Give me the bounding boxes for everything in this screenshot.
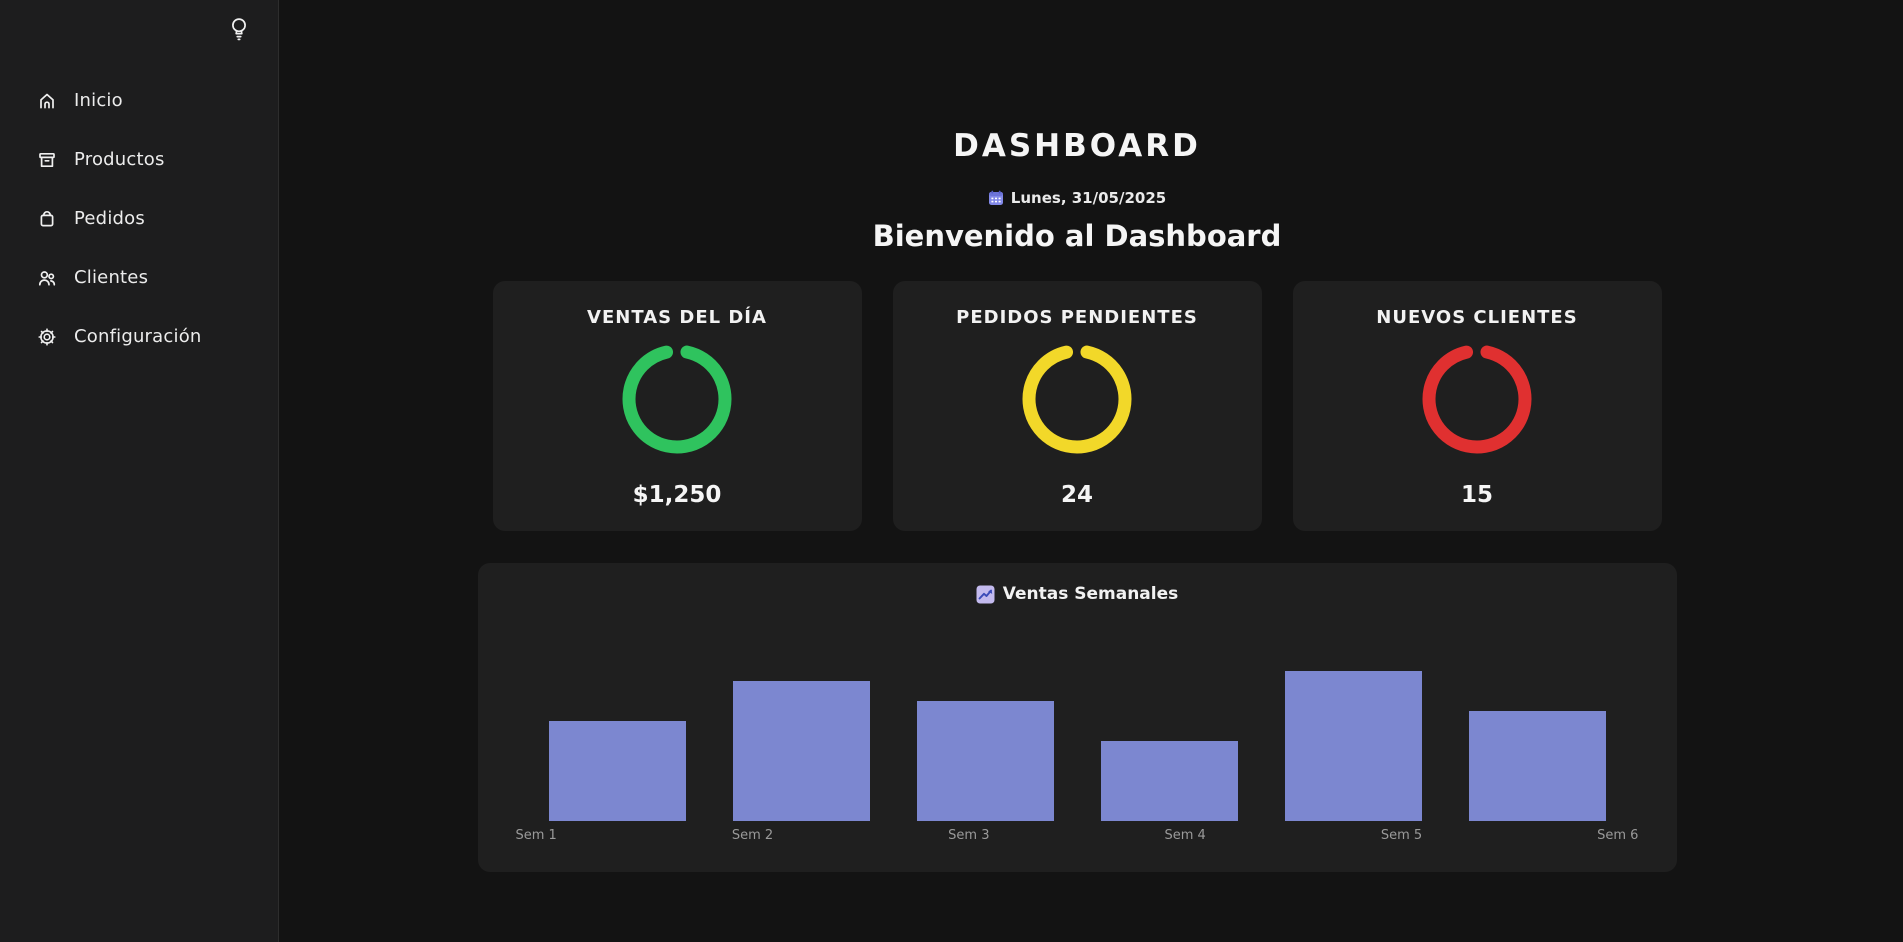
bar-label: Sem 6 xyxy=(1597,828,1639,843)
sidebar-item-label: Configuración xyxy=(74,326,202,347)
archive-box-icon xyxy=(37,150,57,170)
sidebar-item-productos[interactable]: Productos xyxy=(0,130,278,189)
bar-label: Sem 5 xyxy=(1380,828,1423,843)
kpi-cards-row: VENTAS DEL DÍA $1,250 PEDIDOS PENDIENTES… xyxy=(492,281,1662,531)
sidebar-item-label: Clientes xyxy=(74,267,149,288)
sidebar-item-pedidos[interactable]: Pedidos xyxy=(0,189,278,248)
bar-label: Sem 4 xyxy=(1164,828,1206,843)
chart-title-row: Ventas Semanales xyxy=(976,584,1179,604)
bar xyxy=(1284,671,1422,821)
bar xyxy=(1100,741,1238,821)
bar xyxy=(732,681,870,821)
date-text: Lunes, 31/05/2025 xyxy=(1010,189,1167,207)
kpi-title: VENTAS DEL DÍA xyxy=(587,307,767,328)
sidebar-top-row xyxy=(0,14,278,45)
chart-title: Ventas Semanales xyxy=(1002,584,1179,604)
bar xyxy=(1468,711,1606,821)
bar-chart-labels: Sem 1 Sem 2 Sem 3 Sem 4 Sem 5 Sem 6 xyxy=(478,828,1677,843)
kpi-progress-ring xyxy=(622,344,732,454)
lightbulb-icon xyxy=(228,18,250,46)
home-icon xyxy=(37,91,57,111)
kpi-value: 15 xyxy=(1460,482,1493,508)
calendar-icon xyxy=(988,190,1004,206)
date-row: Lunes, 31/05/2025 xyxy=(988,189,1166,207)
sidebar-item-clientes[interactable]: Clientes xyxy=(0,248,278,307)
bar xyxy=(548,721,686,821)
page-title: DASHBOARD xyxy=(953,128,1201,164)
kpi-progress-ring xyxy=(1422,344,1532,454)
bar-label: Sem 2 xyxy=(731,828,774,843)
theme-toggle-button[interactable] xyxy=(226,14,252,45)
kpi-value: 24 xyxy=(1060,482,1093,508)
sidebar-item-label: Inicio xyxy=(74,90,123,111)
welcome-heading: Bienvenido al Dashboard xyxy=(872,219,1282,253)
kpi-progress-ring xyxy=(1022,344,1132,454)
bar-label: Sem 1 xyxy=(515,828,557,843)
weekly-sales-panel: Ventas Semanales Sem 1 Sem 2 Sem 3 Sem 4 Sem… xyxy=(477,563,1677,872)
sidebar-item-inicio[interactable]: Inicio xyxy=(0,71,278,130)
bar-chart xyxy=(478,671,1677,821)
chart-increasing-icon xyxy=(976,585,995,604)
bar-label: Sem 3 xyxy=(948,828,990,843)
kpi-title: PEDIDOS PENDIENTES xyxy=(956,307,1198,328)
shopping-bag-icon xyxy=(37,209,57,229)
kpi-title: NUEVOS CLIENTES xyxy=(1376,307,1578,328)
sidebar-item-label: Pedidos xyxy=(74,208,145,229)
gear-icon xyxy=(37,327,57,347)
sidebar-item-configuracion[interactable]: Configuración xyxy=(0,307,278,366)
sidebar-nav: Inicio Productos Pedidos Clientes Config… xyxy=(0,71,278,366)
sidebar-item-label: Productos xyxy=(74,149,165,170)
bar xyxy=(916,701,1054,821)
kpi-card: PEDIDOS PENDIENTES 24 xyxy=(892,281,1262,531)
kpi-card: NUEVOS CLIENTES 15 xyxy=(1292,281,1662,531)
sidebar: Inicio Productos Pedidos Clientes Config… xyxy=(0,0,279,942)
main-content: DASHBOARD Lunes, 31/05/2025 Bienvenido a… xyxy=(279,0,1903,942)
users-icon xyxy=(37,268,57,288)
kpi-card: VENTAS DEL DÍA $1,250 xyxy=(492,281,862,531)
kpi-value: $1,250 xyxy=(632,482,722,508)
